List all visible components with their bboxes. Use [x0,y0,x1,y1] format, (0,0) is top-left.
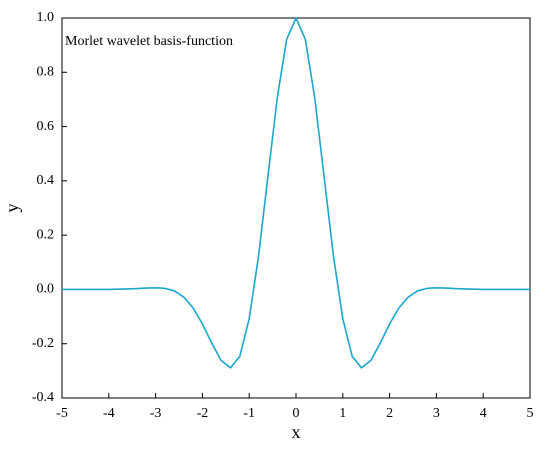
y-axis-title: y [2,204,22,213]
y-tick-label: -0.2 [32,336,54,351]
y-tick-label: 0.8 [37,65,55,80]
plot-frame [61,17,531,399]
x-tick-label: 4 [480,406,487,421]
x-tick-label: 5 [527,406,534,421]
y-tick-label: 0.2 [37,227,55,242]
x-tick-label: -1 [243,406,255,421]
x-tick-label: 0 [293,406,300,421]
y-tick-label: 0.0 [37,282,55,297]
x-tick-label: 2 [386,406,393,421]
x-tick-label: -3 [150,406,162,421]
x-tick-label: 1 [339,406,346,421]
y-tick-label: -0.4 [32,390,54,405]
y-tick-label: 0.6 [37,119,55,134]
x-tick-label: 3 [433,406,440,421]
annotation: Morlet wavelet basis-function [65,34,233,49]
x-axis-title: x [292,422,301,442]
x-tick-label: -4 [103,406,115,421]
y-tick-label: 1.0 [37,10,55,25]
y-tick-label: 0.4 [37,173,55,188]
x-tick-label: -2 [197,406,209,421]
x-tick-label: -5 [56,406,68,421]
data-line [62,17,530,369]
